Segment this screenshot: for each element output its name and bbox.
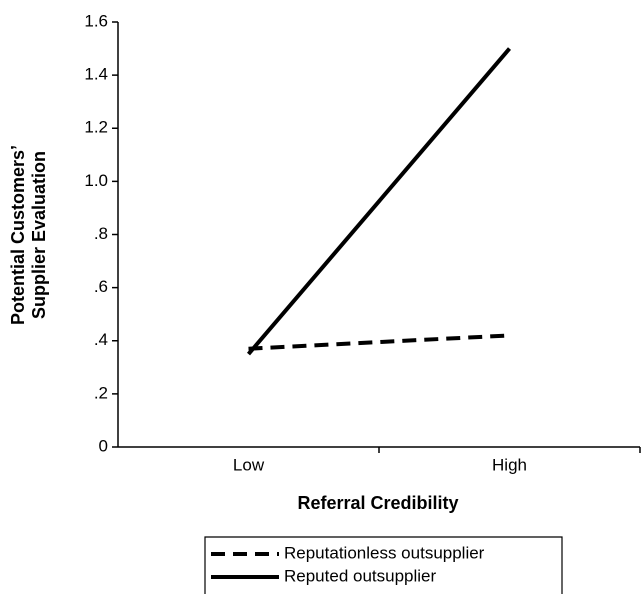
y-tick-label: .2 [94,383,108,402]
legend-label: Reputed outsupplier [284,566,437,585]
line [246,47,512,356]
y-axis-label: Supplier Evaluation [29,151,49,319]
x-tick-label: High [492,455,527,474]
x-axis-label: Referral Credibility [297,493,458,513]
y-axis-label: Potential Customers’ [8,145,28,325]
y-tick-label: 1.0 [84,171,108,190]
y-tick-label: 0 [99,436,108,455]
y-tick-label: 1.6 [84,11,108,30]
y-tick-label: .6 [94,277,108,296]
y-tick-label: 1.4 [84,65,108,84]
y-tick-label: .8 [94,224,108,243]
legend-box [204,536,563,594]
legend-label: Reputationless outsupplier [284,543,485,562]
y-tick-label: 1.2 [84,118,108,137]
y-tick-label: .4 [94,330,108,349]
x-tick-label: Low [233,455,265,474]
line [248,333,510,351]
